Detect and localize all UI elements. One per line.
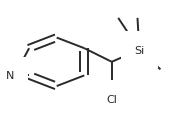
Text: Si: Si bbox=[134, 45, 144, 55]
Text: N: N bbox=[6, 71, 14, 81]
Text: Cl: Cl bbox=[106, 94, 117, 104]
